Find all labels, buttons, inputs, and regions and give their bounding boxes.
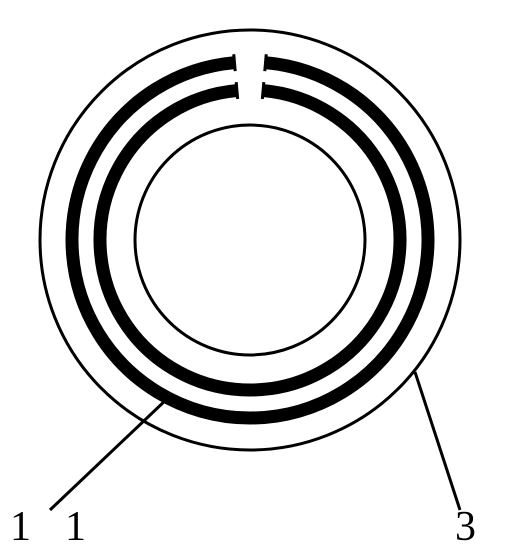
diagram-svg: 11 3 (0, 0, 505, 550)
leader-line-1 (415, 372, 460, 510)
ring1-gap-cap-a (234, 54, 235, 71)
label-0: 1 (10, 504, 31, 550)
ring2-gap-cap-b (262, 82, 263, 99)
inner-boundary-circle (135, 125, 365, 355)
reference-labels: 11 3 (10, 504, 476, 550)
label-1: 1 (65, 504, 86, 550)
leader-line-0 (50, 398, 168, 510)
ring1-gap-cap-b (265, 54, 266, 71)
label-2: 3 (455, 504, 476, 550)
ring2-gap-cap-a (236, 82, 237, 99)
split-ring-outer (72, 63, 428, 418)
split-ring-inner (100, 91, 400, 390)
